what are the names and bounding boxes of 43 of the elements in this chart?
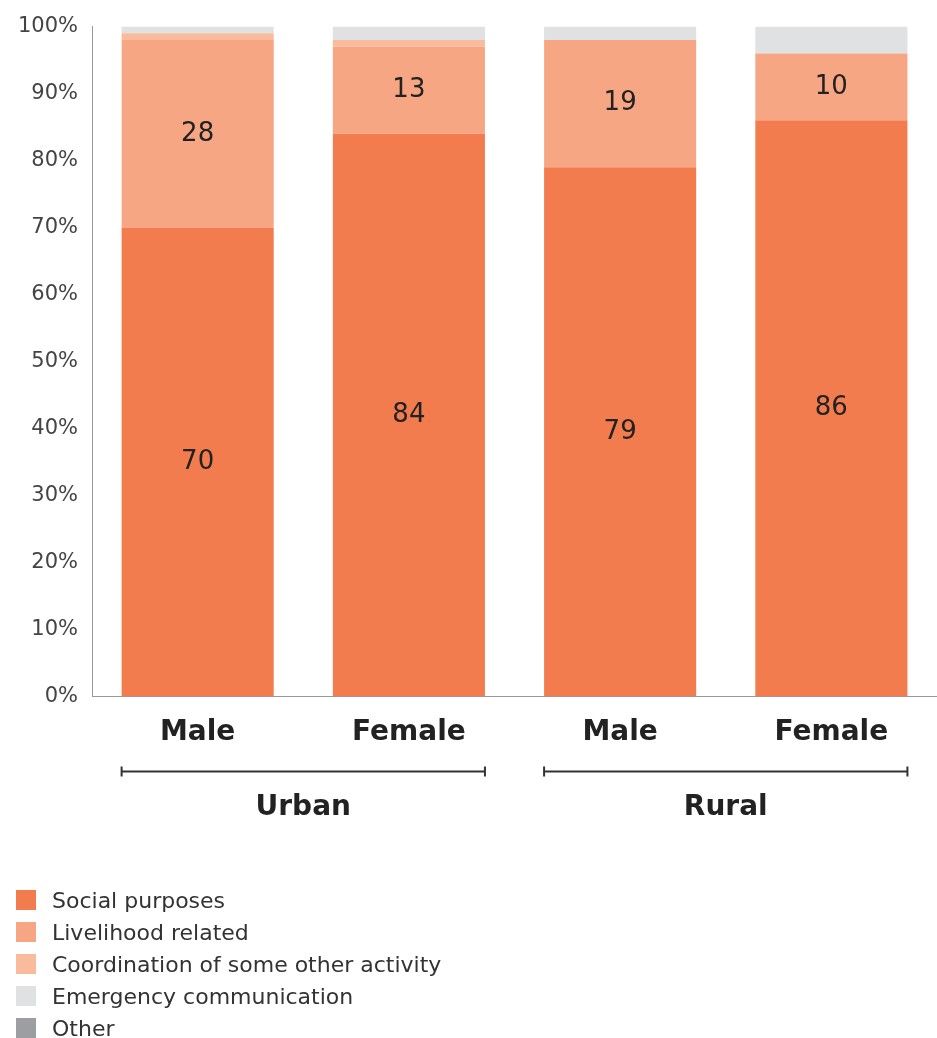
y-tick-label: 10% [31, 615, 79, 640]
bar [755, 26, 908, 54]
y-tick-label: 40% [31, 414, 79, 439]
y-tick-label: 30% [31, 481, 79, 506]
data-label: 86 [814, 391, 848, 422]
y-tick-label: 60% [31, 280, 79, 305]
bar [544, 26, 697, 40]
bar [544, 167, 697, 697]
y-tick-label: 80% [31, 147, 79, 172]
bar [121, 227, 274, 697]
y-tick-label: 100% [17, 13, 79, 38]
bar [332, 46, 485, 134]
text: Urban [255, 788, 351, 822]
data-label: 70 [181, 444, 215, 475]
bar [121, 33, 274, 40]
x-tick-label: Female [774, 714, 889, 748]
y-tick-label: 90% [31, 80, 79, 105]
data-label: 28 [181, 116, 215, 147]
bar [544, 40, 697, 168]
data-label: 79 [603, 414, 637, 445]
legend-label: Emergency communication [52, 983, 354, 1009]
x-tick-label: Male [582, 714, 658, 748]
data-label: 10 [814, 69, 848, 100]
y-tick-label: 0% [44, 682, 79, 707]
data-label: 84 [392, 397, 426, 428]
x-tick-label: Female [352, 714, 466, 748]
legend-label: Social purposes [52, 887, 226, 913]
bar [332, 133, 485, 697]
x-tick-label: Male [159, 714, 236, 748]
bar [332, 40, 485, 47]
legend-label: Livelihood related [52, 919, 249, 945]
text: Rural [683, 788, 768, 822]
bar [755, 53, 908, 121]
data-label: 19 [603, 86, 637, 117]
legend-label: Coordination of some other activity [52, 951, 442, 977]
y-tick-label: 20% [31, 548, 79, 573]
bar [332, 26, 485, 40]
legend-label: Other [52, 1015, 115, 1038]
bar [121, 40, 274, 228]
y-tick-label: 50% [31, 347, 79, 372]
data-label: 13 [392, 72, 426, 103]
bar [755, 120, 908, 697]
y-tick-label: 70% [31, 213, 79, 238]
